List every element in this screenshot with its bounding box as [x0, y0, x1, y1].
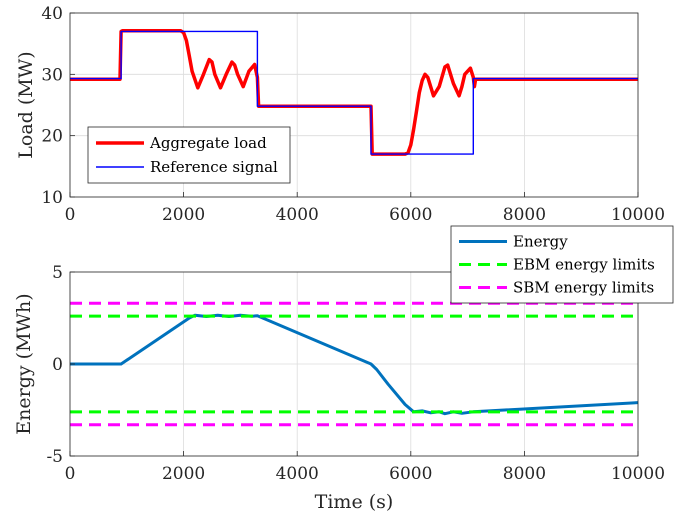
x-tick-label: 4000 — [276, 205, 319, 225]
energy-plot-y-axis-label: Energy (MWh) — [13, 293, 35, 434]
y-tick-label: 30 — [41, 65, 63, 85]
legend-box — [87, 126, 291, 184]
x-tick-label: 10000 — [611, 205, 665, 225]
load-plot: 0 2000 4000 6000 8000 10000 10 20 30 40 Load (MW)… — [15, 4, 665, 225]
legend-label-sbm-energy-limits: SBM energy limits — [513, 279, 654, 297]
load-plot-y-axis-label: Load (MW) — [15, 51, 37, 158]
x-tick-label: 0 — [65, 464, 76, 484]
x-tick-label: 6000 — [389, 205, 432, 225]
energy-line — [70, 313, 639, 416]
energy-plot-legend: Energy EBM energy limits SBM energy limits — [450, 225, 674, 304]
load-plot-ticks: 0 2000 4000 6000 8000 10000 10 20 30 40 — [41, 4, 665, 225]
x-tick-label: 4000 — [276, 464, 319, 484]
x-tick-label: 8000 — [503, 464, 546, 484]
x-tick-label: 10000 — [611, 464, 665, 484]
y-tick-label: 0 — [52, 355, 63, 375]
x-tick-label: 6000 — [389, 464, 432, 484]
x-tick-label: 2000 — [162, 464, 205, 484]
legend-label-energy: Energy — [513, 233, 568, 251]
legend-label-ebm-energy-limits: EBM energy limits — [513, 256, 655, 274]
legend-label-reference-signal: Reference signal — [150, 158, 278, 176]
y-tick-label: 10 — [41, 188, 63, 208]
load-plot-series — [70, 29, 638, 156]
energy-plot-series — [70, 301, 639, 427]
y-tick-label: 5 — [52, 263, 63, 283]
energy-plot-x-axis-label: Time (s) — [315, 491, 394, 513]
load-plot-legend: Aggregate load Reference signal — [87, 126, 291, 184]
legend-label-aggregate-load: Aggregate load — [149, 134, 267, 152]
x-tick-label: 2000 — [162, 205, 205, 225]
x-tick-label: 8000 — [503, 205, 546, 225]
y-tick-label: -5 — [46, 447, 63, 467]
y-tick-label: 40 — [41, 4, 63, 24]
reference-signal-line — [70, 30, 638, 155]
x-tick-label: 0 — [65, 205, 76, 225]
load-plot-axes-box — [69, 12, 639, 198]
energy-plot: 0 2000 4000 6000 8000 10000-505 Energy (MWh) … — [13, 225, 674, 513]
y-tick-label: 20 — [41, 127, 63, 147]
energy-plot-ticks: 0 2000 4000 6000 8000 10000-505 — [46, 263, 665, 484]
